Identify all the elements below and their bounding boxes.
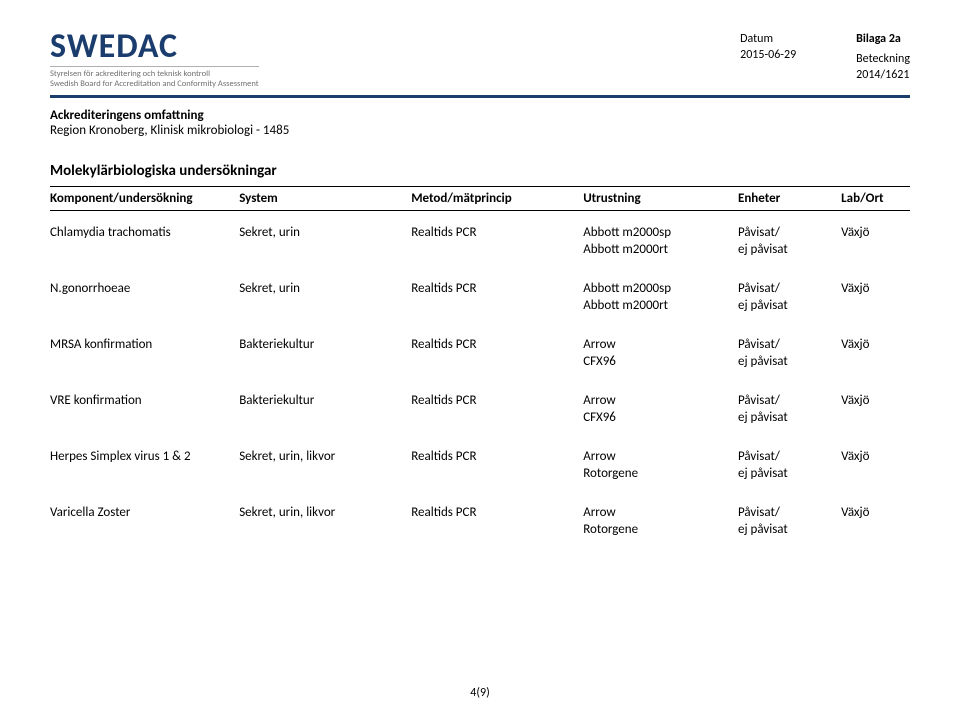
cell-method: Realtids PCR [411, 449, 583, 481]
cell-method: Realtids PCR [411, 225, 583, 257]
datum-label: Datum [740, 32, 796, 46]
scope-block: Ackrediteringens omfattning Region Krono… [50, 108, 910, 138]
unit-line: Påvisat/ [738, 393, 835, 408]
unit-line: ej påvisat [738, 522, 835, 537]
equip-line: Arrow [583, 337, 732, 352]
unit-line: ej påvisat [738, 298, 835, 313]
cell-component: Chlamydia trachomatis [50, 225, 239, 257]
beteckning-value: 2014/1621 [856, 68, 910, 82]
unit-line: ej påvisat [738, 354, 835, 369]
beteckning-col: Bilaga 2a Beteckning 2014/1621 [856, 32, 910, 82]
equip-line: Arrow [583, 449, 732, 464]
cell-method: Realtids PCR [411, 505, 583, 537]
header-meta: Datum 2015-06-29 Bilaga 2a Beteckning 20… [740, 30, 910, 82]
column-header-row: Komponent/undersökning System Metod/mätp… [50, 187, 910, 211]
cell-lab: Växjö [841, 505, 910, 537]
equip-line: CFX96 [583, 410, 732, 425]
col-lab: Lab/Ort [841, 187, 910, 211]
unit-line: Påvisat/ [738, 281, 835, 296]
equip-line: Arrow [583, 505, 732, 520]
page-number: 4(9) [470, 686, 489, 700]
cell-component: Varicella Zoster [50, 505, 239, 537]
scope-title: Ackrediteringens omfattning [50, 108, 910, 123]
col-units: Enheter [738, 187, 841, 211]
scope-entity: Region Kronoberg, Klinisk mikrobiologi -… [50, 123, 910, 138]
beteckning-label: Beteckning [856, 52, 910, 66]
table-row: Varicella ZosterSekret, urin, likvorReal… [50, 491, 910, 547]
cell-system: Sekret, urin, likvor [239, 505, 411, 537]
logo-sub2: Swedish Board for Accreditation and Conf… [50, 79, 259, 89]
table-row: Herpes Simplex virus 1 & 2Sekret, urin, … [50, 435, 910, 491]
cell-units: Påvisat/ej påvisat [738, 449, 841, 481]
unit-line: ej påvisat [738, 466, 835, 481]
cell-component: N.gonorrhoeae [50, 281, 239, 313]
cell-lab: Växjö [841, 449, 910, 481]
cell-system: Sekret, urin, likvor [239, 449, 411, 481]
data-rows: Chlamydia trachomatisSekret, urinRealtid… [50, 211, 910, 547]
datum-value: 2015-06-29 [740, 48, 796, 62]
table-row: VRE konfirmationBakteriekulturRealtids P… [50, 379, 910, 435]
cell-units: Påvisat/ej påvisat [738, 225, 841, 257]
col-equipment: Utrustning [583, 187, 738, 211]
logo-sub1: Styrelsen för ackreditering och teknisk … [50, 69, 259, 79]
document-header: SWEDAC Styrelsen för ackreditering och t… [50, 30, 910, 89]
cell-equipment: Arrow Rotorgene [583, 449, 738, 481]
cell-system: Bakteriekultur [239, 337, 411, 369]
cell-units: Påvisat/ej påvisat [738, 505, 841, 537]
unit-line: Påvisat/ [738, 449, 835, 464]
cell-component: Herpes Simplex virus 1 & 2 [50, 449, 239, 481]
cell-method: Realtids PCR [411, 281, 583, 313]
unit-line: ej påvisat [738, 410, 835, 425]
equip-line: Rotorgene [583, 466, 732, 481]
column-header-table: Komponent/undersökning System Metod/mätp… [50, 186, 910, 211]
equip-line: Abbott m2000sp [583, 225, 732, 240]
unit-line: Påvisat/ [738, 505, 835, 520]
section-title: Molekylärbiologiska undersökningar [50, 162, 910, 180]
cell-component: VRE konfirmation [50, 393, 239, 425]
cell-system: Bakteriekultur [239, 393, 411, 425]
unit-line: Påvisat/ [738, 337, 835, 352]
table-row: Chlamydia trachomatisSekret, urinRealtid… [50, 211, 910, 267]
logo-text: SWEDAC [50, 30, 259, 64]
cell-lab: Växjö [841, 337, 910, 369]
equip-line: Arrow [583, 393, 732, 408]
cell-lab: Växjö [841, 225, 910, 257]
cell-system: Sekret, urin [239, 225, 411, 257]
logo-subtitle: Styrelsen för ackreditering och teknisk … [50, 66, 259, 89]
cell-component: MRSA konfirmation [50, 337, 239, 369]
cell-equipment: Arrow Rotorgene [583, 505, 738, 537]
datum-col: Datum 2015-06-29 [740, 32, 796, 82]
cell-equipment: Arrow CFX96 [583, 337, 738, 369]
equip-line: Abbott m2000sp [583, 281, 732, 296]
col-system: System [239, 187, 411, 211]
unit-line: ej påvisat [738, 242, 835, 257]
col-method: Metod/mätprincip [411, 187, 583, 211]
cell-method: Realtids PCR [411, 393, 583, 425]
logo-block: SWEDAC Styrelsen för ackreditering och t… [50, 30, 259, 89]
equip-line: Abbott m2000rt [583, 298, 732, 313]
cell-units: Påvisat/ej påvisat [738, 337, 841, 369]
cell-equipment: Abbott m2000sp Abbott m2000rt [583, 225, 738, 257]
cell-equipment: Arrow CFX96 [583, 393, 738, 425]
bilaga: Bilaga 2a [856, 32, 910, 46]
cell-system: Sekret, urin [239, 281, 411, 313]
table-row: MRSA konfirmationBakteriekulturRealtids … [50, 323, 910, 379]
equip-line: Rotorgene [583, 522, 732, 537]
cell-method: Realtids PCR [411, 337, 583, 369]
col-component: Komponent/undersökning [50, 187, 239, 211]
equip-line: CFX96 [583, 354, 732, 369]
cell-units: Påvisat/ej påvisat [738, 393, 841, 425]
cell-lab: Växjö [841, 281, 910, 313]
unit-line: Påvisat/ [738, 225, 835, 240]
equip-line: Abbott m2000rt [583, 242, 732, 257]
table-row: N.gonorrhoeaeSekret, urinRealtids PCRAbb… [50, 267, 910, 323]
cell-lab: Växjö [841, 393, 910, 425]
cell-units: Påvisat/ej påvisat [738, 281, 841, 313]
cell-equipment: Abbott m2000sp Abbott m2000rt [583, 281, 738, 313]
header-divider [50, 95, 910, 98]
